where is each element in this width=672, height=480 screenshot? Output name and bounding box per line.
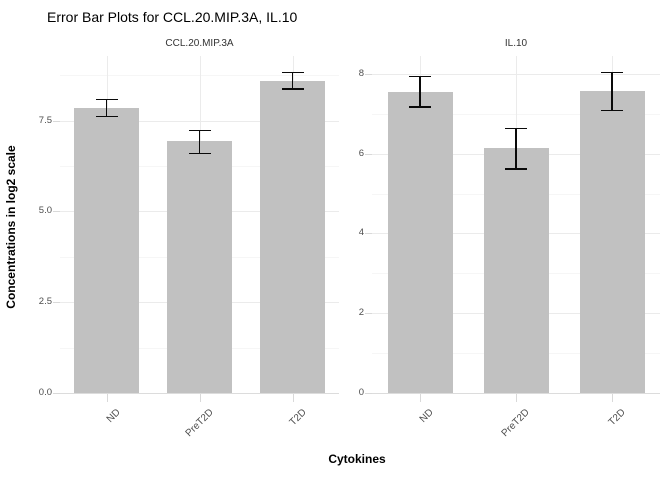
error-bar-cap-bottom-nd [409,106,431,108]
error-bar-cap-bottom-pret2d [188,152,211,155]
bar-t2d [260,80,325,393]
x-tick-mark-t2d [612,394,613,402]
y-tick-label-6: 6 [358,147,364,159]
y-tick-mark [365,153,372,155]
y-tick-mark [365,233,372,235]
x-axis-line [60,393,339,394]
error-bar-cap-top-pret2d [188,129,211,132]
x-axis-line [372,393,660,394]
error-bar-t2d [611,71,613,112]
panel-il-10 [372,56,660,394]
error-bar-nd [105,98,108,117]
error-bar-cap-top-t2d [601,71,623,74]
y-axis-title: Concentrations in log2 scale [4,145,18,309]
y-tick-label-5.0: 5.0 [38,205,52,217]
x-tick-label-pret2d: PreT2D [183,407,216,440]
error-bar-cap-bottom-t2d [281,88,304,90]
y-tick-label-7.5: 7.5 [38,114,52,126]
facet-label-il-10: IL.10 [504,38,528,49]
error-bar-cap-top-nd [409,75,431,78]
panel-ccl-20-mip-3a [60,56,339,394]
x-tick-label-pret2d: PreT2D [499,407,532,440]
x-tick-mark-nd [420,394,421,402]
y-tick-mark [53,393,60,394]
error-bar-pret2d [515,127,517,170]
x-tick-label-nd: ND [417,407,436,425]
error-bar-pret2d [198,129,201,155]
bar-nd [74,107,139,393]
error-bar-t2d [291,71,294,90]
y-tick-label-8: 8 [358,67,364,79]
error-bar-cap-bottom-t2d [601,109,623,112]
bar-nd [387,91,453,393]
y-tick-label-2.5: 2.5 [38,296,52,308]
x-tick-label-t2d: T2D [287,407,309,429]
y-tick-mark [365,313,372,315]
y-tick-label-4: 4 [358,227,364,239]
y-tick-mark [53,120,60,122]
x-tick-mark-t2d [292,394,294,402]
x-axis-title: Cytokines [328,452,386,466]
error-bar-cap-top-t2d [281,71,304,74]
bar-pret2d [167,141,232,393]
y-tick-label-0: 0 [358,387,364,398]
y-tick-mark [365,393,372,394]
plot-title: Error Bar Plots for CCL.20.MIP.3A, IL.10 [47,9,298,25]
y-tick-label-2: 2 [358,307,364,319]
error-bar-cap-top-nd [95,98,118,101]
facet-label-ccl-20-mip-3a: CCL.20.MIP.3A [165,38,234,49]
x-tick-mark-nd [106,394,108,402]
x-tick-mark-pret2d [199,394,201,402]
bar-pret2d [483,148,549,393]
error-bar-cap-top-pret2d [505,127,527,130]
x-tick-label-nd: ND [104,407,123,425]
error-bar-nd [419,75,421,108]
y-tick-mark [53,302,60,304]
error-bar-cap-bottom-pret2d [505,168,527,170]
bar-t2d [579,91,645,393]
error-bar-cap-bottom-nd [95,115,118,117]
x-tick-label-t2d: T2D [606,407,628,429]
y-tick-mark [53,211,60,213]
x-tick-mark-pret2d [516,394,517,402]
y-tick-mark [365,73,372,75]
y-tick-label-0.0: 0.0 [38,387,52,398]
